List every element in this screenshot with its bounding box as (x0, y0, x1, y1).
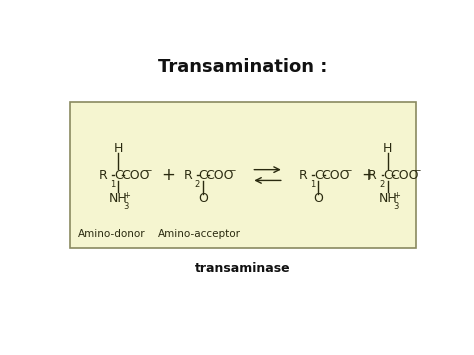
Text: COO: COO (121, 169, 149, 181)
Text: R: R (99, 169, 108, 181)
Text: 3: 3 (393, 202, 399, 211)
Text: H: H (113, 142, 123, 155)
Text: +: + (124, 191, 130, 200)
Text: −: − (413, 165, 420, 174)
Text: C: C (199, 169, 207, 181)
Text: transaminase: transaminase (195, 262, 291, 275)
Text: R: R (183, 169, 192, 181)
Text: Amino-acceptor: Amino-acceptor (157, 229, 240, 239)
Text: COO: COO (321, 169, 349, 181)
Text: C: C (114, 169, 123, 181)
Text: NH: NH (109, 192, 128, 204)
Text: 2: 2 (379, 180, 384, 189)
Text: 1: 1 (310, 180, 315, 189)
Text: −: − (344, 165, 351, 174)
Text: COO: COO (391, 169, 419, 181)
Text: R: R (368, 169, 377, 181)
Text: 1: 1 (109, 180, 115, 189)
Text: +: + (362, 166, 375, 184)
Text: −: − (228, 165, 236, 174)
Text: NH: NH (378, 192, 397, 204)
Text: C: C (314, 169, 323, 181)
Text: C: C (383, 169, 392, 181)
Text: Amino-donor: Amino-donor (78, 229, 146, 239)
Text: 3: 3 (124, 202, 129, 211)
Text: COO: COO (206, 169, 234, 181)
FancyBboxPatch shape (70, 102, 416, 248)
Text: +: + (161, 166, 175, 184)
Text: O: O (313, 192, 323, 204)
Text: Transamination :: Transamination : (158, 58, 328, 76)
Text: 2: 2 (194, 180, 200, 189)
Text: −: − (144, 165, 151, 174)
Text: +: + (393, 191, 400, 200)
Text: H: H (383, 142, 392, 155)
Text: R: R (299, 169, 308, 181)
Text: O: O (198, 192, 208, 204)
